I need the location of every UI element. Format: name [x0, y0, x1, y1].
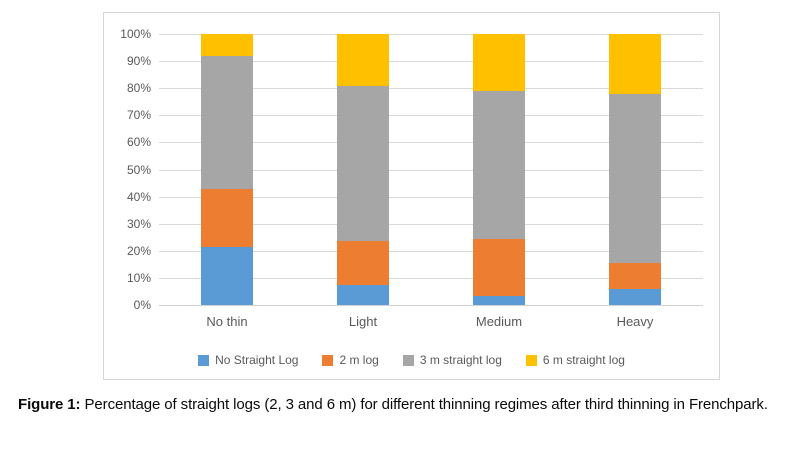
figure-caption: Figure 1: Percentage of straight logs (2… [18, 394, 792, 416]
legend-item: No Straight Log [198, 353, 298, 367]
stacked-bar-chart: 100% 90% 80% 70% 60% 50% 40% 30% 20% 10% 0% No thi… [103, 12, 720, 380]
gridline [159, 250, 703, 252]
bar-segment [473, 34, 525, 91]
bar-segment [201, 34, 253, 56]
gridline [159, 61, 703, 63]
legend-item: 3 m straight log [402, 353, 502, 367]
y-axis-tick-label: 80% [126, 81, 151, 96]
stacked-bar [201, 34, 253, 305]
bar-segment [201, 55, 253, 189]
y-axis-tick-label: 70% [126, 108, 151, 123]
bar-segment [609, 93, 661, 264]
y-axis-tick-label: 100% [120, 27, 151, 41]
legend: No Straight Log 2 m log 3 m straight log 6 … [104, 353, 719, 367]
x-axis-category-label: Light [348, 314, 378, 329]
legend-item: 6 m straight log [525, 353, 625, 367]
gridline [159, 88, 703, 90]
stacked-bar [609, 34, 661, 305]
legend-label: No Straight Log [215, 353, 299, 367]
y-axis-tick-label: 0% [133, 298, 151, 312]
legend-label: 6 m straight log [542, 353, 625, 367]
legend-swatch-icon [525, 354, 537, 366]
gridline [159, 115, 703, 117]
bar-segment [473, 90, 525, 239]
y-axis-tick-label: 50% [126, 162, 151, 177]
gridline [159, 223, 703, 225]
figure-caption-text: Percentage of straight logs (2, 3 and 6 … [80, 396, 768, 413]
legend-label: 2 m log [339, 353, 379, 367]
legend-item: 2 m log [322, 353, 379, 367]
bar-segment [609, 263, 661, 289]
gridline [159, 142, 703, 144]
x-axis-labels: No thin Light Medium Heavy [159, 314, 703, 329]
bar-segment [473, 238, 525, 296]
bar-segment [337, 85, 389, 242]
bar-slot [295, 34, 431, 305]
bar-segment [337, 241, 389, 285]
x-axis-category-label: Medium [475, 314, 523, 329]
y-axis-tick-label: 90% [126, 54, 151, 69]
stacked-bar [337, 34, 389, 305]
plot-area: 100% 90% 80% 70% 60% 50% 40% 30% 20% 10% 0% [120, 27, 703, 312]
bar-slot [159, 34, 295, 305]
bar-segment [337, 34, 389, 86]
gridline [159, 196, 703, 198]
bar-slot [567, 34, 703, 305]
bar-segment [609, 288, 661, 305]
gridline [159, 34, 703, 35]
figure-caption-label: Figure 1: [18, 396, 81, 413]
gridline [159, 277, 703, 279]
x-axis-line [159, 305, 703, 306]
legend-swatch-icon [402, 354, 414, 366]
stacked-bar [473, 34, 525, 305]
bar-segment [201, 246, 253, 305]
legend-label: 3 m straight log [419, 353, 502, 367]
bar-segment [337, 284, 389, 305]
x-axis-category-label: Heavy [616, 314, 654, 329]
bar-segment [473, 295, 525, 305]
gridline [159, 169, 703, 171]
bar-segment [201, 188, 253, 247]
bar-segment [609, 34, 661, 94]
legend-swatch-icon [322, 354, 334, 366]
x-axis-category-label: No thin [206, 314, 248, 329]
y-axis-tick-label: 10% [126, 270, 151, 285]
y-axis-tick-label: 40% [126, 189, 151, 204]
legend-swatch-icon [198, 354, 210, 366]
bar-slot [431, 34, 567, 305]
y-axis-tick-label: 30% [126, 216, 151, 231]
y-axis-tick-label: 20% [126, 243, 151, 258]
y-axis-tick-label: 60% [126, 135, 151, 150]
